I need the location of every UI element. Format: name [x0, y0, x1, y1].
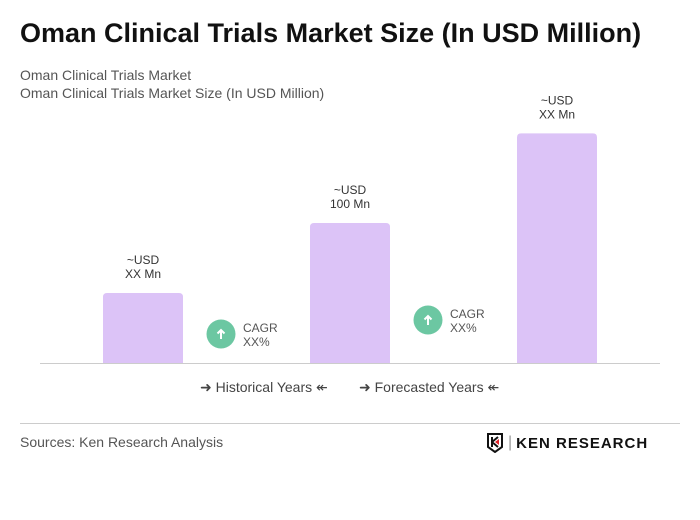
subtitle-2: Oman Clinical Trials Market Size (In USD… [20, 85, 325, 101]
data-label: 100 Mn [330, 197, 370, 211]
legend-forecasted-label: Forecasted Years [374, 379, 484, 395]
data-label: XX Mn [125, 267, 161, 281]
data-label: ~USD [334, 183, 367, 197]
bar [517, 133, 597, 363]
cagr-label: CAGR [450, 307, 485, 321]
data-label: ~USD [541, 93, 574, 107]
legend-historical-label: Historical Years [215, 379, 313, 395]
logo-mark-icon [487, 433, 503, 453]
cagr-value: XX% [243, 335, 270, 349]
arrow-up-icon [216, 328, 226, 339]
page-title: Oman Clinical Trials Market Size (In USD… [20, 18, 642, 48]
arrow-up-icon [423, 314, 433, 325]
cagr-label: CAGR [243, 321, 278, 335]
legend-historical: ➜ Historical Years ↞ [200, 379, 328, 395]
sources: Sources: Ken Research Analysis [20, 434, 224, 450]
bar [310, 223, 390, 363]
ken-research-logo: | KEN RESEARCH [486, 433, 648, 453]
data-label: XX Mn [539, 107, 575, 121]
logo-text: KEN RESEARCH [516, 434, 649, 452]
subtitle: Oman Clinical Trials Market [20, 67, 192, 83]
data-label: ~USD [127, 253, 160, 267]
cagr-value: XX% [450, 321, 477, 335]
divider [20, 423, 680, 424]
legend-forecasted: ➜ Forecasted Years ↞ [359, 379, 500, 395]
bar [103, 293, 183, 363]
